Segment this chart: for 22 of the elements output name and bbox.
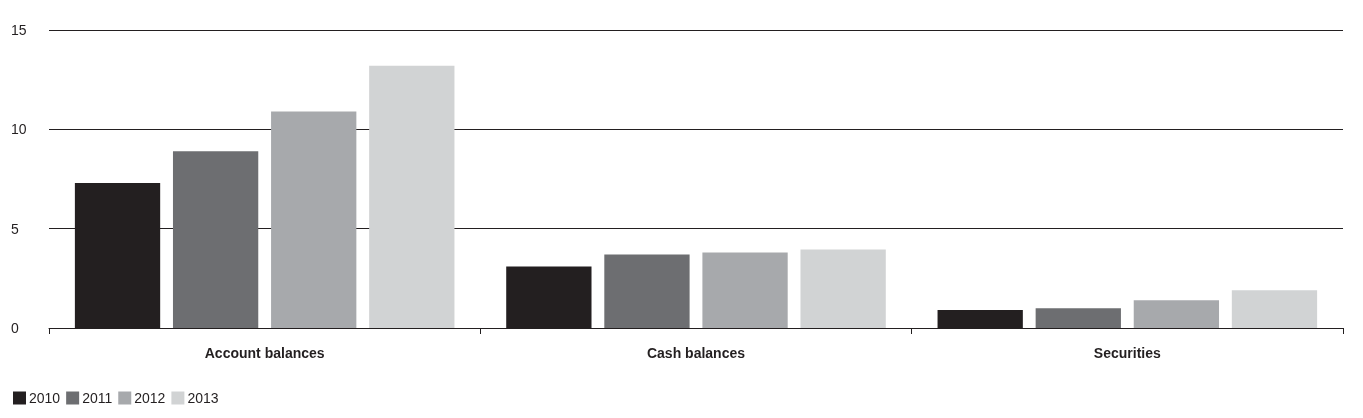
- y-tick-label: 0: [11, 320, 19, 336]
- x-tick-label: Cash balances: [646, 345, 746, 361]
- x-tick-label: Account balances: [204, 345, 325, 361]
- bar: [369, 65, 455, 328]
- legend-label: 2010: [29, 390, 61, 406]
- legend-label: 2011: [82, 390, 113, 406]
- bar: [506, 266, 592, 328]
- bar: [604, 254, 690, 328]
- legend-label: 2013: [187, 390, 219, 406]
- bar: [172, 151, 259, 328]
- bar: [702, 252, 788, 328]
- y-tick-label: 10: [11, 121, 27, 138]
- y-tick-label: 15: [11, 22, 27, 38]
- bar: [800, 249, 886, 328]
- bar: [1035, 308, 1121, 328]
- x-tick-label: Securities: [1093, 345, 1161, 361]
- bar: [271, 111, 357, 328]
- bar: [937, 310, 1023, 328]
- y-tick-label: 5: [11, 220, 19, 237]
- bar: [1231, 290, 1318, 328]
- legend-label: 2012: [134, 390, 166, 406]
- bar: [1133, 300, 1220, 328]
